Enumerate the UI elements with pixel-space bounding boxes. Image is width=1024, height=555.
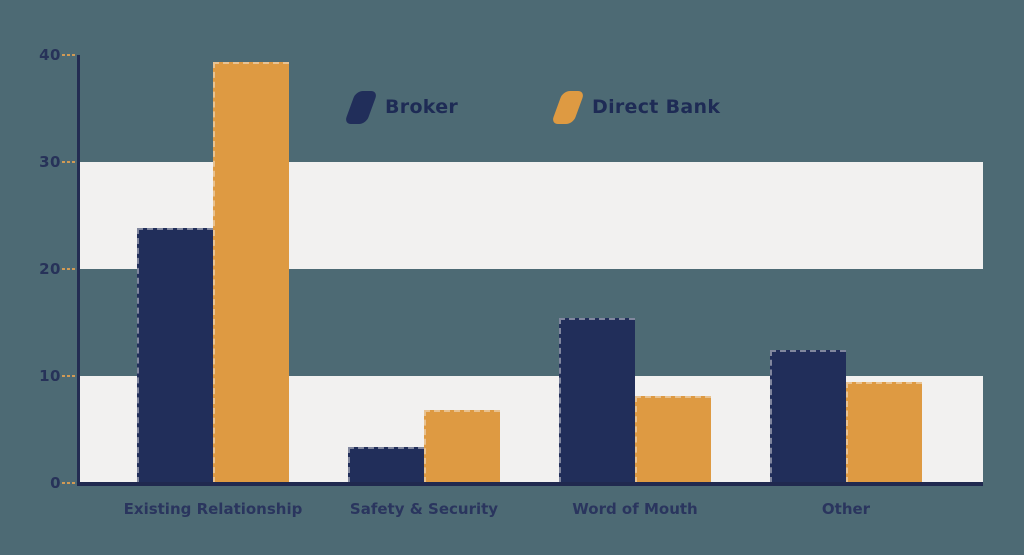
y-tick-label: 40: [39, 46, 61, 64]
y-tick-label: 0: [50, 474, 61, 492]
y-tick-label: 10: [39, 367, 61, 385]
x-category-label: Word of Mouth: [572, 500, 698, 518]
legend-item-direct-bank: Direct Bank: [550, 88, 721, 126]
y-tick-dash: [62, 375, 76, 377]
legend-item-broker: Broker: [343, 88, 459, 126]
y-tick-label: 20: [39, 260, 61, 278]
x-axis-line: [77, 482, 983, 486]
x-category-label: Existing Relationship: [123, 500, 303, 518]
bar-direct-bank: [213, 62, 289, 483]
x-category-label: Safety & Security: [349, 500, 499, 518]
bar-direct-bank: [635, 396, 711, 483]
legend-label-direct-bank: Direct Bank: [592, 96, 721, 118]
bar-direct-bank: [846, 382, 922, 483]
bar-broker: [559, 318, 635, 483]
bar-broker: [770, 350, 846, 483]
legend-label-broker: Broker: [385, 96, 459, 118]
y-axis-line: [77, 55, 80, 483]
y-tick-dash: [62, 482, 76, 484]
y-tick-dash: [62, 161, 76, 163]
y-tick-label: 30: [39, 153, 61, 171]
direct-bank-swatch-icon: [550, 90, 586, 124]
y-tick-dash: [62, 54, 76, 56]
broker-swatch-icon: [343, 90, 379, 124]
y-tick-dash: [62, 268, 76, 270]
x-category-label: Other: [821, 500, 871, 518]
bar-direct-bank: [424, 410, 500, 483]
bar-broker: [348, 446, 424, 483]
bar-broker: [137, 228, 213, 483]
